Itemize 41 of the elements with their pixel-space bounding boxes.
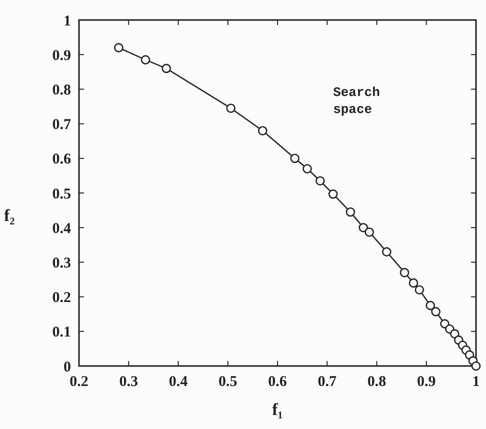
x-tick-label: 0.8: [367, 374, 386, 390]
point: [408, 278, 418, 288]
point: [364, 227, 374, 237]
point: [226, 104, 236, 113]
point: [414, 285, 424, 295]
x-tick-label: 1: [472, 374, 480, 390]
point: [358, 222, 368, 232]
y-tick-label: 0.2: [52, 290, 71, 306]
point: [114, 43, 124, 52]
y-tick-label: 0.1: [52, 324, 71, 341]
y-tick-label: 1: [64, 13, 71, 30]
point: [431, 307, 440, 316]
point: [471, 361, 481, 371]
y-tick-label: 0.9: [52, 48, 71, 64]
point: [316, 176, 325, 186]
point: [426, 300, 435, 310]
point: [302, 164, 312, 174]
x-tick-label: 0.5: [218, 374, 238, 390]
x-tick-label: 0.7: [318, 374, 337, 390]
point: [400, 268, 410, 278]
x-tick-label: 0.3: [119, 374, 138, 390]
point: [290, 154, 300, 164]
point: [162, 64, 171, 74]
y-tick-label: 0.7: [52, 117, 72, 134]
x-axis-title: f₁: [272, 400, 283, 419]
point: [140, 55, 150, 64]
x-tick-label: 0.4: [168, 374, 188, 390]
y-tick-label: 0.6: [52, 152, 72, 168]
y-tick-label: 0.8: [52, 82, 71, 98]
point: [328, 189, 338, 199]
y-tick-label: 0.4: [52, 220, 72, 237]
point: [382, 247, 392, 256]
x-tick-label: 0.9: [417, 374, 436, 390]
annotation: Search space: [333, 85, 380, 118]
y-tick-label: 0.3: [52, 255, 71, 272]
x-tick-label: 0.6: [268, 374, 288, 390]
point: [346, 207, 356, 217]
point: [258, 126, 268, 136]
y-tick-label: 0.5: [52, 186, 71, 202]
y-tick-label: 0: [64, 359, 71, 376]
y-axis-title: f₂: [4, 206, 15, 225]
